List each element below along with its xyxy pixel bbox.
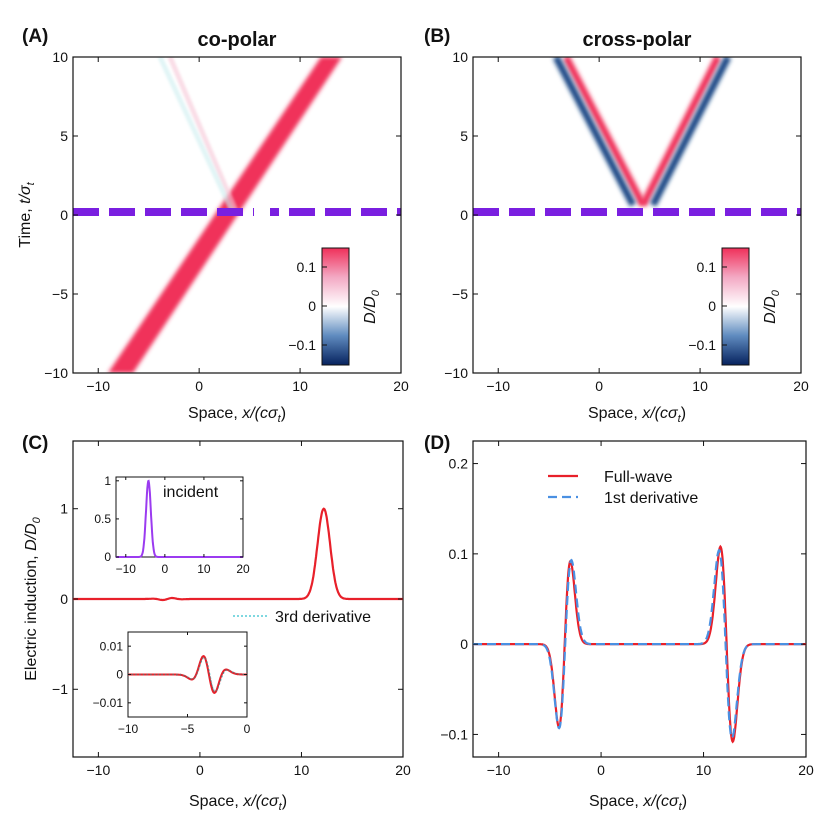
- panel-b-right-branch-pink: [639, 57, 722, 207]
- panel-c-label: (C): [22, 433, 48, 454]
- panel-b-cb-tick: −0.1: [688, 337, 716, 353]
- panel-a-colorbar-label: D/D0: [362, 289, 382, 324]
- panel-b-xtick-label: 10: [692, 378, 708, 394]
- panel-a-reflected-faint-cyan: [157, 57, 235, 213]
- panel-b-ytick-label: 5: [460, 128, 468, 144]
- panel-c-xtick-label: −10: [87, 762, 111, 778]
- panel-c-ytick-label: −1: [52, 681, 68, 697]
- panel-d-label: (D): [424, 433, 450, 454]
- panel-a-interface-gap: [254, 207, 270, 217]
- panel-a-xlabel: Space, x/(cσt): [188, 405, 286, 425]
- panel-a-heatmap: 0.1 0 −0.1 D/D0: [72, 56, 402, 374]
- panel-d-ytick-label: 0: [460, 636, 468, 652]
- panel-c-inset-bottom-xtick-label: −10: [118, 722, 139, 736]
- panel-c-inset-top-ytick-label: 0: [104, 550, 111, 564]
- panel-d-legend-full: Full-wave: [604, 469, 673, 486]
- panel-c-inset-bottom-ytick-label: 0.01: [100, 639, 124, 653]
- panel-b-ytick-label: 10: [452, 49, 468, 65]
- panel-d-xtick-label: −10: [487, 762, 511, 778]
- panel-d-legend-deriv: 1st derivative: [604, 490, 698, 507]
- panel-d-frame: [472, 440, 807, 758]
- panel-c-inset-top-xtick-label: −10: [116, 562, 137, 576]
- panel-c-incident-curve: [116, 479, 243, 558]
- panel-b-ytick-label: 0: [460, 207, 468, 223]
- panel-a-ytick-label: −5: [52, 286, 68, 302]
- panel-c-plot: 3rd derivative incident Space, x/(cσt) E…: [23, 440, 404, 813]
- panel-c-inset-top-xtick-label: 20: [236, 562, 250, 576]
- panel-c-inset-top-ytick-label: 1: [104, 474, 111, 488]
- panel-a-cb-tick: 0: [308, 298, 316, 314]
- panel-a-xtick-label: −10: [86, 378, 110, 394]
- panel-b-ytick-label: −10: [444, 365, 468, 381]
- panel-d-plot: Full-wave 1st derivative Space, x/(cσt): [472, 440, 807, 813]
- panel-a-title: co-polar: [198, 29, 277, 51]
- panel-c-fullwave-curve: [73, 507, 403, 602]
- panel-d-xtick-label: 10: [696, 762, 712, 778]
- panel-b-cb-tick: 0.1: [697, 259, 717, 275]
- panel-a-ytick-label: 5: [60, 128, 68, 144]
- panel-d-xtick-label: 0: [597, 762, 605, 778]
- panel-b-xlabel: Space, x/(cσt): [588, 405, 686, 425]
- panel-c-ytick-label: 1: [60, 501, 68, 517]
- panel-b-ytick-label: −5: [452, 286, 468, 302]
- panel-c-inset-top: incident: [115, 476, 244, 558]
- panel-b-left-branch-pink: [562, 57, 647, 207]
- panel-a-xtick-label: 20: [393, 378, 409, 394]
- panel-c-inset-top-frame: [115, 476, 244, 558]
- panel-b-right-branch-navy: [649, 57, 732, 207]
- panel-b-cb-tick: 0: [708, 298, 716, 314]
- panel-c-inset-bottom: [127, 631, 248, 718]
- panel-d-xlabel: Space, x/(cσt): [589, 793, 687, 813]
- panel-c-ylabel: Electric induction, D/D0: [23, 516, 43, 680]
- panel-c-inset-bottom-xtick-label: 0: [244, 722, 251, 736]
- panel-c-inset-bottom-ytick-label: 0: [116, 668, 123, 682]
- panel-c-xtick-label: 20: [395, 762, 411, 778]
- panel-a-ytick-label: 0: [60, 207, 68, 223]
- panel-b-colorbar-label: D/D0: [762, 289, 782, 324]
- panel-c-legend-3rd: 3rd derivative: [275, 609, 371, 626]
- panel-b-label: (B): [424, 26, 450, 47]
- panel-a-label: (A): [22, 26, 48, 47]
- panel-c-inset-bottom-ytick-label: −0.01: [93, 696, 124, 710]
- panel-d-xtick-label: 20: [798, 762, 814, 778]
- panel-c-ytick-label: 0: [60, 591, 68, 607]
- panel-c-xlabel: Space, x/(cσt): [189, 793, 287, 813]
- panel-d-ytick-label: 0.1: [449, 546, 469, 562]
- panel-b-xtick-label: −10: [486, 378, 510, 394]
- panel-a-xtick-label: 10: [292, 378, 308, 394]
- panel-a-cb-tick: 0.1: [297, 259, 317, 275]
- panel-b-title: cross-polar: [583, 29, 692, 51]
- panel-a-colorbar-ticks: 0.1 0 −0.1: [288, 259, 327, 353]
- panel-c-inset-3rd-derivative-overlay: [128, 656, 247, 693]
- panel-c-incident-label: incident: [163, 484, 219, 501]
- panel-a-ytick-label: −10: [44, 365, 68, 381]
- panel-b-xtick-label: 0: [595, 378, 603, 394]
- panel-c-xtick-label: 10: [294, 762, 310, 778]
- panel-c-xtick-label: 0: [196, 762, 204, 778]
- panel-c-inset-top-xtick-label: 10: [197, 562, 211, 576]
- panel-a-ytick-label: 10: [52, 49, 68, 65]
- panel-b-heatmap: 0.1 0 −0.1 D/D0: [472, 56, 802, 374]
- panel-b-xtick-label: 20: [793, 378, 809, 394]
- panel-d-1st-derivative-curve: [473, 548, 806, 739]
- axes-a-b: −10 0 10 20 10 5 0 −5 −10 −10 0 10 20 10 5 0 −5 −10: [44, 49, 809, 394]
- panel-c-inset-bottom-xtick-label: −5: [181, 722, 195, 736]
- panel-b-colorbar-ticks: 0.1 0 −0.1: [688, 259, 727, 353]
- panel-d-ytick-label: 0.2: [449, 455, 469, 471]
- panel-c-inset-top-ytick-label: 0.5: [94, 512, 111, 526]
- panel-a-ylabel: Time, t/σt: [17, 181, 37, 247]
- panel-c-inset-top-xtick-label: 0: [162, 562, 169, 576]
- panel-a-xtick-label: 0: [195, 378, 203, 394]
- panel-a-cb-tick: −0.1: [288, 337, 316, 353]
- panel-d-ytick-label: −0.1: [440, 726, 468, 742]
- panel-a-reflected-faint-pink: [167, 57, 239, 212]
- panel-b-left-branch-navy: [552, 57, 637, 207]
